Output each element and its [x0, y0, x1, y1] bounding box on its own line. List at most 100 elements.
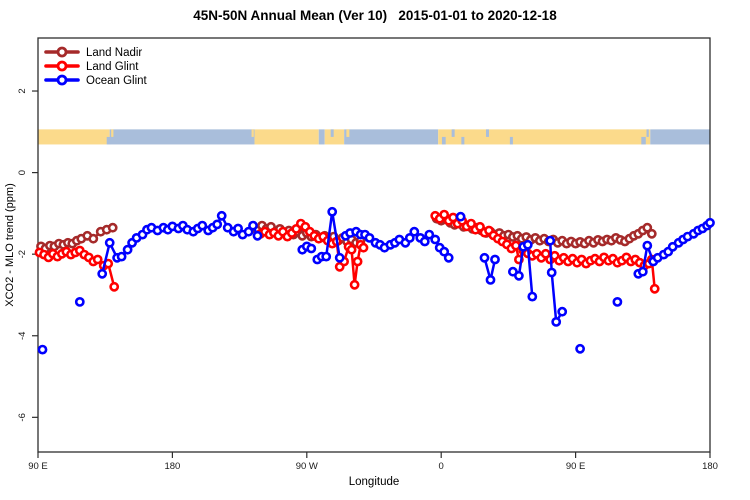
x-tick-label: 0 [439, 461, 444, 472]
series-point-ocean-glint [243, 226, 254, 237]
series-point-ocean-glint [327, 206, 338, 217]
series-point-land-glint [511, 240, 521, 251]
series-point-ocean-glint [479, 252, 490, 263]
map-band-speckle-land [111, 129, 114, 137]
series-point-land-glint [649, 283, 660, 294]
series-point-ocean-glint [212, 219, 223, 230]
legend-marker-ocean-glint [56, 74, 68, 86]
series-point-ocean-glint [514, 270, 524, 281]
map-band-ocean [650, 129, 710, 145]
series-point-land-nadir [88, 233, 99, 244]
series-point-ocean-glint [409, 226, 420, 237]
series-point-ocean-glint [97, 268, 108, 279]
series-point-land-glint [352, 256, 363, 267]
series-point-ocean-glint [527, 291, 538, 302]
map-band-land [438, 129, 651, 145]
legend-label-land-glint: Land Glint [86, 61, 139, 73]
map-band-speckle-ocean [451, 129, 455, 137]
chart-title: 45N-50N Annual Mean (Ver 10) 2015-01-01 … [193, 8, 557, 23]
series-line-ocean-glint [526, 243, 534, 298]
series-point-ocean-glint [321, 251, 332, 262]
series-point-land-glint [358, 242, 369, 253]
legend-item-land-nadir: Land Nadir [44, 46, 142, 59]
series-point-ocean-glint [551, 316, 562, 327]
map-band-ocean [109, 129, 255, 145]
y-tick-label: -2 [17, 250, 28, 258]
y-axis-label: XCO2 - MLO trend (ppm) [4, 183, 16, 307]
series-point-land-glint [92, 254, 103, 265]
series-point-ocean-glint [705, 217, 715, 228]
x-axis-label: Longitude [348, 476, 400, 488]
series-point-land-nadir [107, 222, 118, 233]
series-point-ocean-glint [419, 236, 430, 247]
series-point-ocean-glint [364, 232, 375, 243]
series-point-land-nadir [642, 222, 653, 233]
series-point-ocean-glint [455, 211, 466, 222]
map-band-speckle-ocean [509, 136, 513, 145]
map-band-speckle-ocean [330, 129, 334, 137]
legend-item-land-glint: Land Glint [44, 60, 139, 73]
series-point-ocean-glint [439, 246, 450, 257]
map-band-speckle-ocean [461, 136, 465, 145]
x-tick-label: 180 [164, 461, 180, 472]
map-band-land [254, 129, 319, 145]
series-point-ocean-glint [197, 220, 208, 231]
map-band-ocean [344, 129, 439, 145]
map-band-speckle-ocean [646, 129, 649, 137]
y-tick-label: -6 [17, 413, 28, 421]
series-point-land-glint [346, 244, 357, 255]
series-point-ocean-glint [424, 229, 435, 240]
series-point-ocean-glint [248, 220, 258, 231]
series-point-ocean-glint [443, 252, 454, 263]
map-band-ocean [318, 129, 325, 145]
y-tick-label: 0 [17, 170, 28, 175]
map-band-land [38, 129, 110, 145]
y-tick-label: 2 [17, 88, 28, 93]
series-point-ocean-glint [557, 306, 568, 317]
map-band-speckle-land [346, 129, 350, 137]
x-tick-label: 90 E [566, 461, 586, 472]
map-band-speckle-ocean [486, 129, 489, 137]
x-tick-label: 180 [702, 461, 718, 472]
series-point-ocean-glint [642, 240, 653, 251]
series-point-ocean-glint [116, 251, 127, 262]
map-band-speckle-ocean [441, 136, 446, 145]
legend-label-land-nadir: Land Nadir [86, 47, 142, 59]
series-point-ocean-glint [122, 244, 133, 255]
series-point-ocean-glint [637, 266, 648, 277]
series-point-ocean-glint [546, 267, 557, 278]
series-point-ocean-glint [430, 234, 441, 245]
series-point-ocean-glint [575, 343, 585, 354]
series-point-land-glint [439, 209, 450, 220]
legend-marker-land-glint [56, 60, 68, 72]
series-point-ocean-glint [334, 252, 345, 263]
map-band-speckle-ocean [641, 136, 646, 145]
series-point-ocean-glint [404, 232, 415, 243]
series-point-land-glint [466, 218, 476, 229]
series-line-ocean-glint [548, 239, 564, 324]
series-point-land-nadir [646, 228, 657, 239]
map-band-land [324, 129, 345, 145]
legend-marker-land-nadir [56, 46, 68, 58]
x-tick-label: 90 W [296, 461, 318, 472]
series-point-ocean-glint [37, 344, 48, 355]
series-point-land-glint [349, 279, 360, 290]
series-point-ocean-glint [612, 296, 623, 307]
x-tick-label: 90 E [28, 461, 48, 472]
series-point-land-glint [109, 281, 120, 292]
map-band-speckle-ocean [106, 136, 111, 145]
series-point-ocean-glint [306, 243, 317, 254]
series-point-ocean-glint [490, 254, 500, 265]
series-point-ocean-glint [104, 237, 115, 248]
series-point-ocean-glint [216, 210, 227, 221]
legend-item-ocean-glint: Ocean Glint [44, 74, 148, 87]
series-point-ocean-glint [74, 296, 85, 307]
legend-label-ocean-glint: Ocean Glint [86, 75, 148, 87]
series-point-ocean-glint [233, 223, 243, 234]
series-point-ocean-glint [522, 239, 533, 250]
map-band-speckle-land [251, 129, 254, 137]
series-point-ocean-glint [252, 230, 263, 241]
series-point-ocean-glint [485, 274, 496, 285]
